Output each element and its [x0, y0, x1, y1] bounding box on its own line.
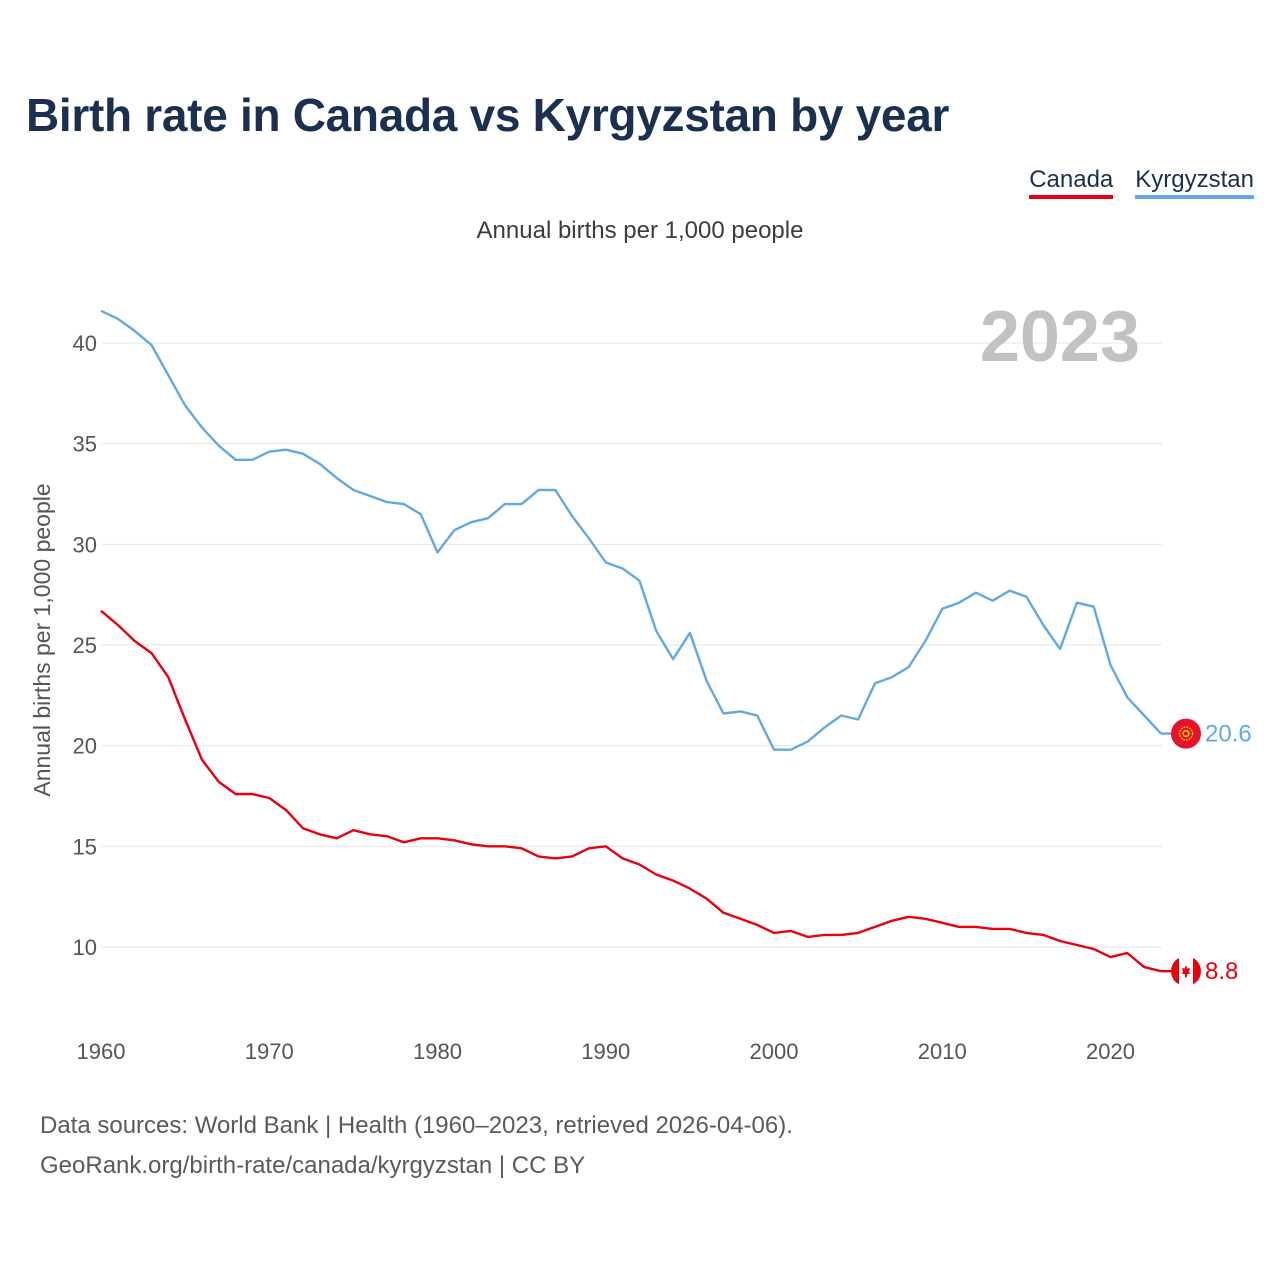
year-label: 2023 [980, 297, 1140, 377]
footer: Data sources: World Bank | Health (1960–… [40, 1106, 793, 1186]
end-value-label-canada: 8.8 [1205, 958, 1238, 985]
x-tick-label: 1990 [581, 1039, 630, 1064]
series-lines [100, 309, 1162, 973]
x-tick-label: 2000 [750, 1039, 799, 1064]
line-chart: 10 15 20 25 30 35 40 1960 1970 1980 1990 2000 2010 2… [29, 297, 1252, 1064]
legend-item-canada[interactable]: Canada [1029, 166, 1114, 199]
source-link[interactable]: GeoRank.org/birth-rate/canada/kyrgyzstan… [40, 1152, 586, 1179]
series-end-markers: 8.8 20.6 [1161, 718, 1252, 987]
y-tick-label: 30 [73, 532, 97, 557]
legend-item-kyrgyzstan[interactable]: Kyrgyzstan [1135, 166, 1254, 199]
kyrgyzstan-flag-icon [1171, 718, 1201, 749]
series-line-kyrgyzstan[interactable] [100, 309, 1162, 751]
legend: Canada Kyrgyzstan [1029, 166, 1254, 199]
x-tick-label: 2010 [918, 1039, 967, 1064]
x-tick-label: 1960 [77, 1039, 126, 1064]
gridlines [101, 342, 1162, 948]
y-tick-label: 25 [73, 633, 97, 658]
canada-flag-icon [1171, 956, 1201, 987]
y-tick-label: 20 [73, 734, 97, 759]
y-tick-label: 10 [73, 935, 97, 960]
x-tick-label: 1970 [245, 1039, 294, 1064]
y-tick-label: 15 [73, 834, 97, 859]
chart-title: Birth rate in Canada vs Kyrgyzstan by ye… [26, 89, 950, 141]
x-axis-ticks: 1960 1970 1980 1990 2000 2010 2020 [77, 1039, 1135, 1064]
series-line-canada[interactable] [100, 609, 1162, 973]
data-source-text: Data sources: World Bank | Health (1960–… [40, 1112, 793, 1139]
y-tick-label: 35 [73, 432, 97, 457]
end-value-label-kyrgyzstan: 20.6 [1205, 721, 1252, 748]
y-tick-label: 40 [73, 331, 97, 356]
x-tick-label: 2020 [1086, 1039, 1135, 1064]
x-tick-label: 1980 [413, 1039, 462, 1064]
chart-subtitle: Annual births per 1,000 people [476, 217, 804, 244]
y-axis-label: Annual births per 1,000 people [29, 483, 55, 796]
y-axis-ticks: 10 15 20 25 30 35 40 [73, 331, 97, 960]
